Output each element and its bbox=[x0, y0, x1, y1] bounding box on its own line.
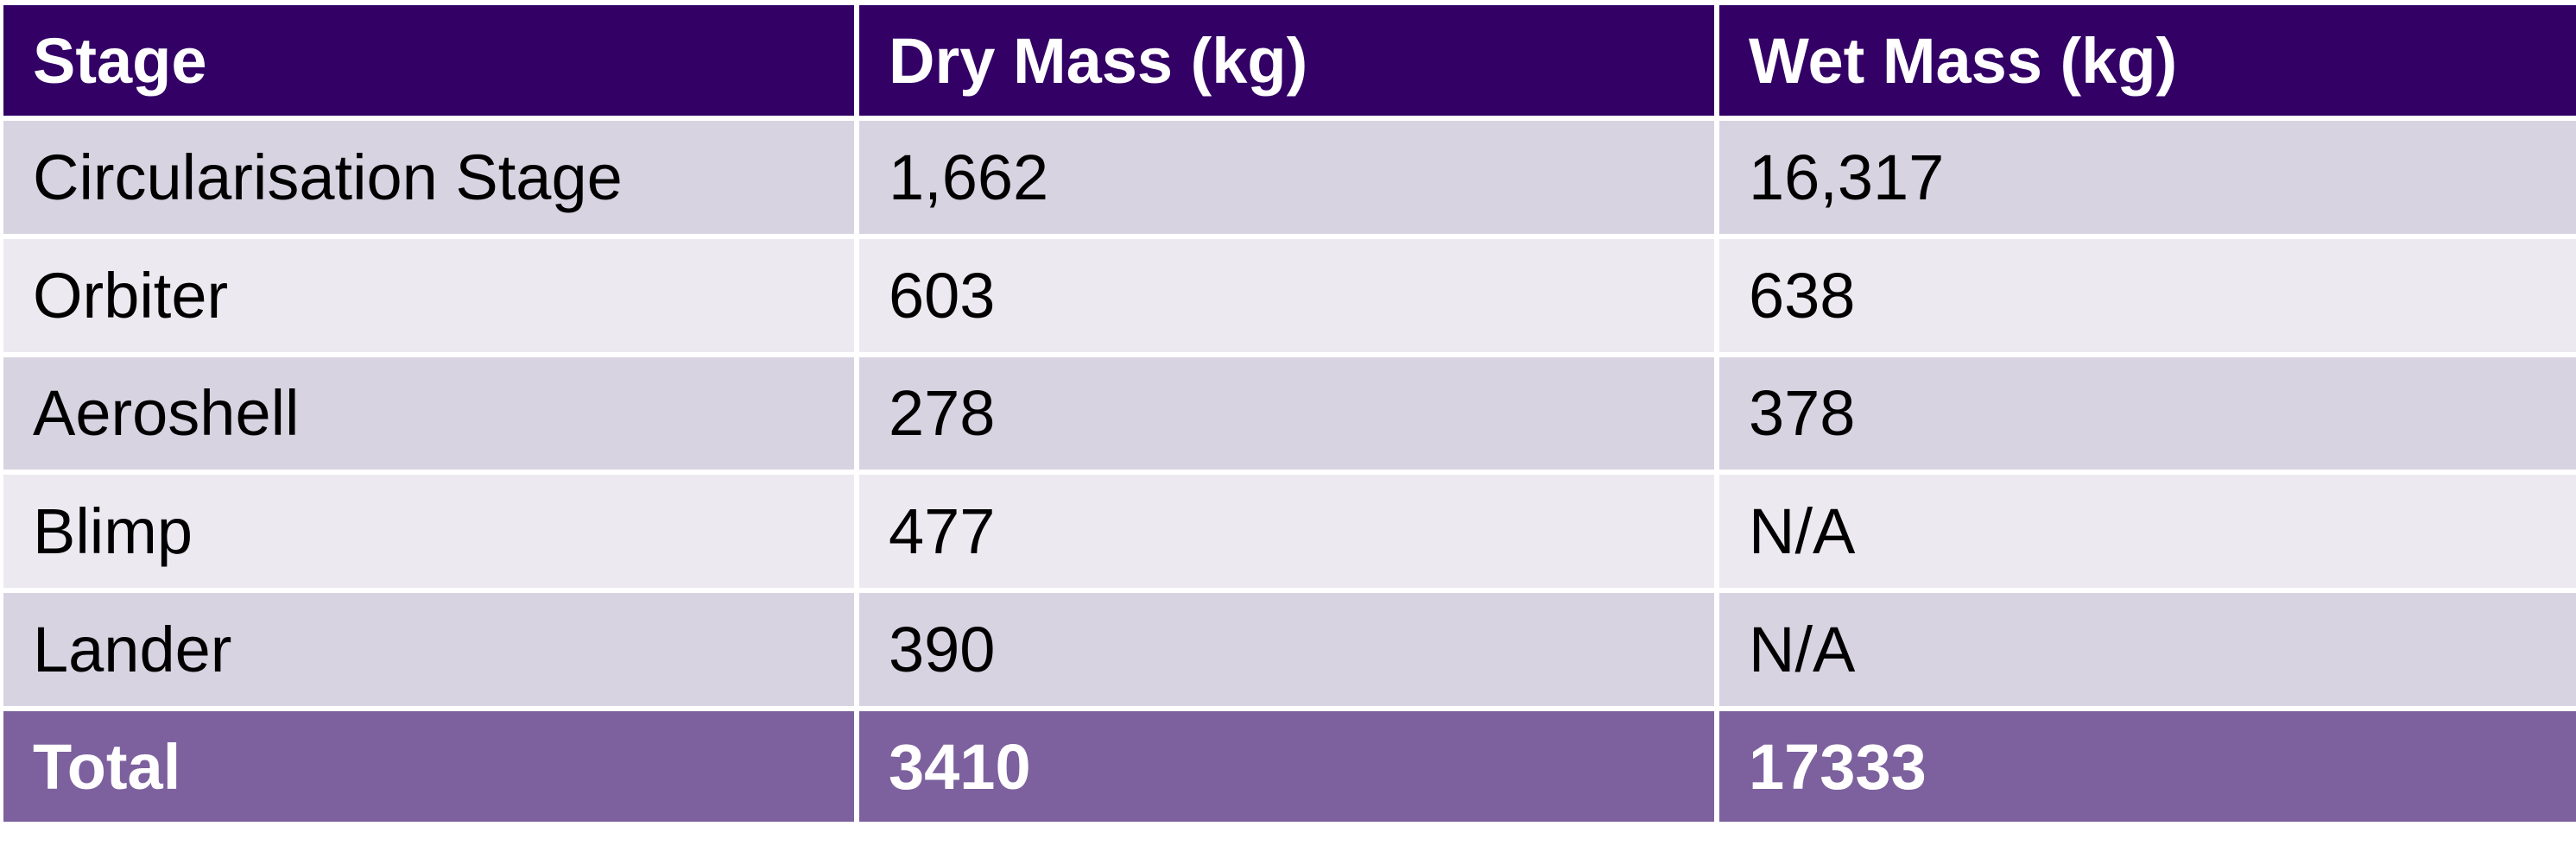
mass-budget-table: Stage Dry Mass (kg) Wet Mass (kg) Circul… bbox=[3, 5, 2576, 822]
table-footer: Total 3410 17333 bbox=[3, 711, 2576, 822]
header-stage: Stage bbox=[3, 5, 854, 116]
cell-stage: Circularisation Stage bbox=[3, 121, 854, 234]
table-row: Blimp 477 N/A bbox=[3, 475, 2576, 589]
header-dry-mass: Dry Mass (kg) bbox=[859, 5, 1714, 116]
cell-dry-mass: 278 bbox=[859, 356, 1714, 470]
cell-dry-mass: 390 bbox=[859, 593, 1714, 706]
total-label: Total bbox=[3, 711, 854, 822]
table-row: Circularisation Stage 1,662 16,317 bbox=[3, 121, 2576, 234]
table-row: Aeroshell 278 378 bbox=[3, 356, 2576, 470]
table-row: Orbiter 603 638 bbox=[3, 238, 2576, 352]
cell-stage: Aeroshell bbox=[3, 356, 854, 470]
cell-wet-mass: N/A bbox=[1719, 475, 2576, 589]
cell-wet-mass: N/A bbox=[1719, 593, 2576, 706]
table-body: Circularisation Stage 1,662 16,317 Orbit… bbox=[3, 121, 2576, 706]
header-row: Stage Dry Mass (kg) Wet Mass (kg) bbox=[3, 5, 2576, 116]
cell-wet-mass: 378 bbox=[1719, 356, 2576, 470]
cell-stage: Blimp bbox=[3, 475, 854, 589]
table-row: Lander 390 N/A bbox=[3, 593, 2576, 706]
cell-dry-mass: 603 bbox=[859, 238, 1714, 352]
cell-stage: Orbiter bbox=[3, 238, 854, 352]
mass-table-container: Stage Dry Mass (kg) Wet Mass (kg) Circul… bbox=[3, 5, 2576, 822]
cell-dry-mass: 477 bbox=[859, 475, 1714, 589]
cell-dry-mass: 1,662 bbox=[859, 121, 1714, 234]
total-dry-mass: 3410 bbox=[859, 711, 1714, 822]
cell-wet-mass: 16,317 bbox=[1719, 121, 2576, 234]
cell-stage: Lander bbox=[3, 593, 854, 706]
table-header: Stage Dry Mass (kg) Wet Mass (kg) bbox=[3, 5, 2576, 116]
total-wet-mass: 17333 bbox=[1719, 711, 2576, 822]
total-row: Total 3410 17333 bbox=[3, 711, 2576, 822]
header-wet-mass: Wet Mass (kg) bbox=[1719, 5, 2576, 116]
cell-wet-mass: 638 bbox=[1719, 238, 2576, 352]
